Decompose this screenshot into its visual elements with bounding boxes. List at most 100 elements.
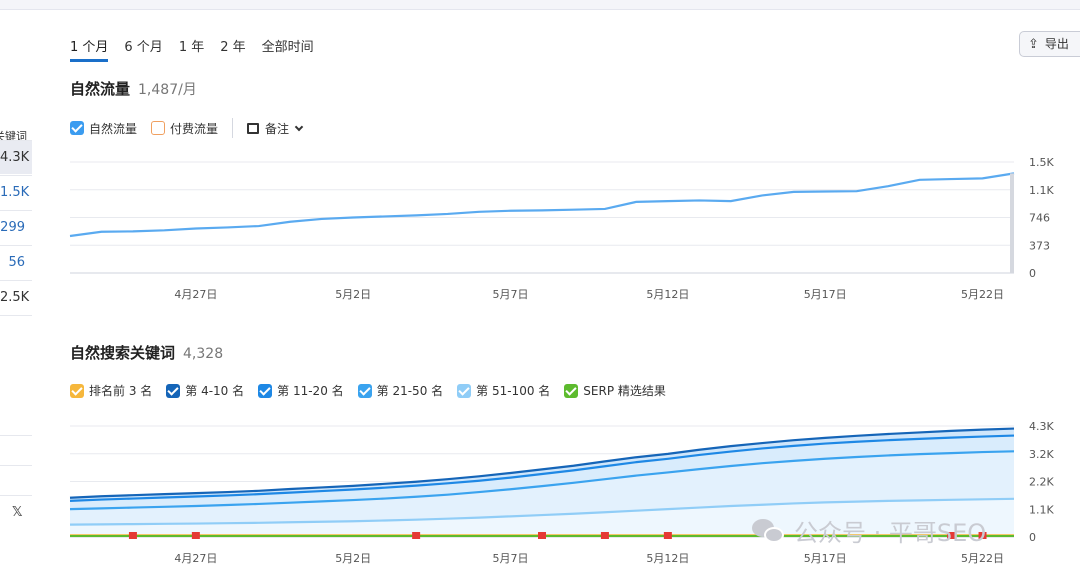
organic-traffic-value: 1,487/月 xyxy=(138,82,197,98)
legend-serp-features[interactable]: SERP 精选结果 xyxy=(564,382,666,399)
legend-label: SERP 精选结果 xyxy=(583,384,666,398)
y-tick-label: 2.2K xyxy=(1029,476,1054,489)
legend-paid-traffic[interactable]: 付费流量 xyxy=(151,120,218,137)
legend-label: 自然流量 xyxy=(89,121,138,136)
section-title-text: 自然搜索关键词 xyxy=(70,344,176,362)
legend-21-50[interactable]: 第 21-50 名 xyxy=(357,382,444,399)
summary-row[interactable]: 1.5K xyxy=(0,175,32,209)
divider xyxy=(0,465,32,466)
x-tick-label: 5月7日 xyxy=(493,552,529,565)
note-flag-marker xyxy=(600,532,609,539)
upload-icon: ⇪ xyxy=(1028,37,1039,52)
legend-label: 第 21-50 名 xyxy=(376,384,444,398)
series-line xyxy=(69,434,1015,502)
divider xyxy=(232,118,234,138)
checkbox-checked-icon[interactable] xyxy=(258,383,273,398)
y-tick-label: 1.5K xyxy=(1029,156,1054,169)
keywords-legend: 排名前 3 名 第 4-10 名 第 11-20 名 第 21-50 名 第 5… xyxy=(70,382,680,399)
organic-keywords-title: 自然搜索关键词 4,328 xyxy=(70,342,223,363)
checkbox-checked-icon[interactable] xyxy=(357,383,372,398)
x-social-icon[interactable]: 𝕏 xyxy=(12,505,23,520)
checkbox-unchecked-icon[interactable] xyxy=(151,121,166,135)
note-flag-marker xyxy=(947,532,956,539)
x-tick-label: 5月17日 xyxy=(804,288,847,301)
range-tab-1-year[interactable]: 1 年 xyxy=(178,40,205,55)
summary-row[interactable]: 299 xyxy=(0,210,32,244)
x-tick-label: 5月12日 xyxy=(646,288,689,301)
checkbox-checked-icon[interactable] xyxy=(70,383,84,398)
legend-label: 第 4-10 名 xyxy=(185,384,245,398)
notes-label: 备注 xyxy=(265,121,290,136)
y-tick-label: 0 xyxy=(1029,267,1036,280)
date-range-tabs: 1 个月 6 个月 1 年 2 年 全部时间 xyxy=(70,36,314,62)
watermark-text: 公众号 · 平哥SEO xyxy=(794,519,987,547)
x-tick-label: 5月7日 xyxy=(493,288,529,301)
summary-value: 1.5K xyxy=(0,185,30,200)
legend-label: 第 11-20 名 xyxy=(277,384,344,398)
x-tick-label: 5月22日 xyxy=(961,288,1004,301)
wechat-icon xyxy=(752,517,786,545)
checkbox-checked-icon[interactable] xyxy=(564,383,579,398)
summary-value: 2.5K xyxy=(0,290,30,305)
watermark: 公众号 · 平哥SEO xyxy=(752,513,986,548)
keyword-column-header: 关键词 xyxy=(0,130,27,143)
y-tick-label: 373 xyxy=(1029,239,1050,252)
summary-row[interactable]: 56 xyxy=(0,245,32,279)
x-tick-label: 4月27日 xyxy=(174,552,217,565)
legend-51-100[interactable]: 第 51-100 名 xyxy=(457,382,550,399)
checkbox-checked-icon[interactable] xyxy=(70,121,84,135)
legend-top-3[interactable]: 排名前 3 名 xyxy=(70,382,152,399)
summary-row[interactable]: 2.5K xyxy=(0,280,32,314)
legend-4-10[interactable]: 第 4-10 名 xyxy=(166,382,244,399)
checkbox-checked-icon[interactable] xyxy=(457,383,472,398)
range-tab-6-months[interactable]: 6 个月 xyxy=(124,40,163,55)
current-day-bar xyxy=(1010,173,1014,273)
keyword-summary-column: 关键词 4.3K 1.5K 299 56 2.5K xyxy=(0,10,33,577)
export-label: 导出 xyxy=(1044,37,1069,51)
legend-label: 第 51-100 名 xyxy=(476,384,551,398)
traffic-legend: 自然流量 付费流量 备注 xyxy=(70,118,316,138)
section-title-text: 自然流量 xyxy=(70,80,131,98)
export-button[interactable]: ⇪ 导出 xyxy=(1019,31,1080,57)
summary-value: 4.3K xyxy=(0,150,30,165)
note-flag-marker xyxy=(663,532,672,539)
range-tab-2-years[interactable]: 2 年 xyxy=(220,40,246,55)
top-bar xyxy=(0,0,1080,10)
divider xyxy=(0,315,32,316)
x-tick-label: 4月27日 xyxy=(174,288,217,301)
divider xyxy=(0,495,32,496)
note-flag-marker xyxy=(978,532,987,539)
note-flag-marker xyxy=(538,532,546,539)
legend-label: 排名前 3 名 xyxy=(89,384,153,398)
y-tick-label: 1.1K xyxy=(1029,503,1054,516)
checkbox-checked-icon[interactable] xyxy=(166,383,181,398)
x-tick-label: 5月22日 xyxy=(961,552,1004,565)
range-tab-1-month[interactable]: 1 个月 xyxy=(70,36,109,62)
series-line xyxy=(69,497,1015,526)
y-tick-label: 746 xyxy=(1029,212,1050,225)
legend-11-20[interactable]: 第 11-20 名 xyxy=(258,382,344,399)
legend-organic-traffic[interactable]: 自然流量 xyxy=(70,120,137,137)
divider xyxy=(0,435,32,436)
summary-value: 299 xyxy=(0,220,25,235)
y-tick-label: 3.2K xyxy=(1029,448,1054,461)
x-tick-label: 5月12日 xyxy=(646,552,689,565)
legend-label: 付费流量 xyxy=(170,121,219,136)
series-line xyxy=(69,427,1015,499)
organic-keywords-value: 4,328 xyxy=(183,346,224,362)
x-tick-label: 5月2日 xyxy=(335,288,371,301)
x-tick-label: 5月2日 xyxy=(335,552,371,565)
summary-value: 56 xyxy=(8,255,25,270)
summary-row-total[interactable]: 4.3K xyxy=(0,140,32,174)
series-line xyxy=(69,450,1015,511)
range-tab-all-time[interactable]: 全部时间 xyxy=(261,40,314,55)
note-flag-marker xyxy=(128,532,137,539)
y-tick-label: 0 xyxy=(1029,531,1036,544)
y-tick-label: 1.1K xyxy=(1029,184,1054,197)
notes-dropdown[interactable]: 备注 xyxy=(247,120,304,137)
note-flag-marker xyxy=(191,532,200,539)
y-tick-label: 4.3K xyxy=(1029,420,1054,433)
series-line-organic-traffic xyxy=(69,172,1015,238)
x-tick-label: 5月17日 xyxy=(804,552,847,565)
